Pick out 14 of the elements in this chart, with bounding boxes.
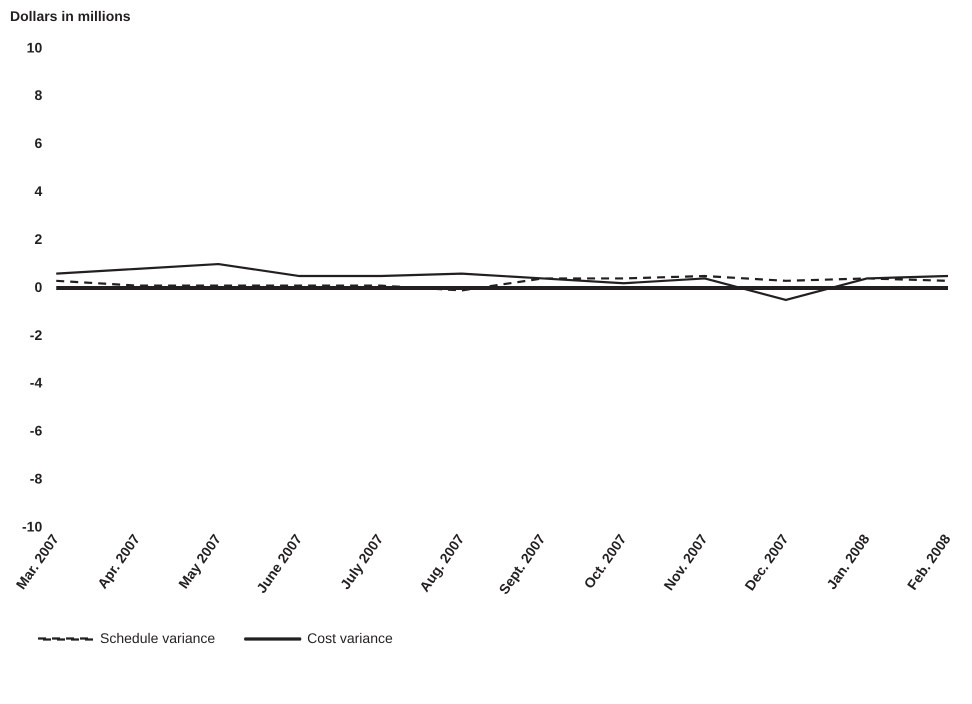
y-tick-label: -8 bbox=[30, 470, 42, 487]
y-tick-label: 10 bbox=[26, 39, 42, 56]
y-tick-label: 0 bbox=[34, 278, 42, 295]
y-tick-label: -10 bbox=[22, 518, 42, 534]
legend-label: Cost variance bbox=[307, 630, 393, 646]
legend-label: Schedule variance bbox=[100, 630, 216, 646]
y-tick-label: -2 bbox=[30, 326, 42, 343]
y-tick-label: -6 bbox=[30, 422, 42, 439]
y-tick-label: -4 bbox=[30, 374, 42, 391]
y-tick-label: 2 bbox=[34, 230, 42, 247]
y-tick-label: 4 bbox=[34, 183, 42, 200]
y-axis-title: Dollars in millions bbox=[10, 8, 132, 26]
y-tick-label: 6 bbox=[34, 135, 42, 152]
y-tick-label: 8 bbox=[34, 87, 42, 104]
